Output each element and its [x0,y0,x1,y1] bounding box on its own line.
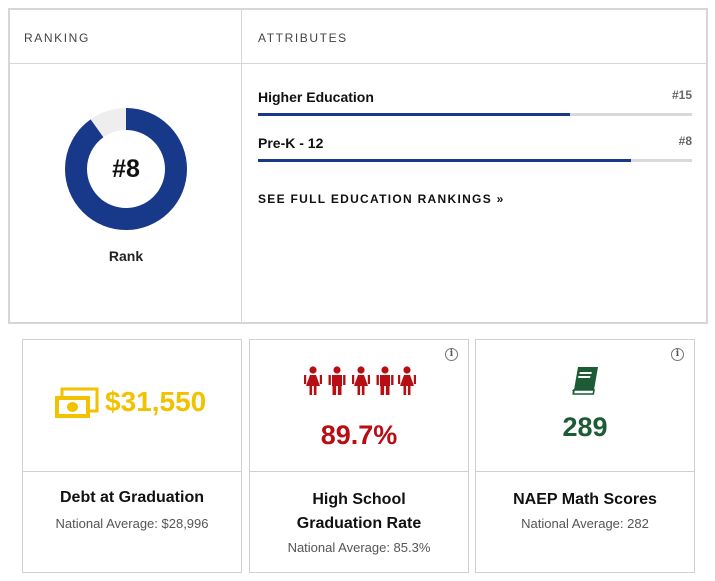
attribute-bar-track [258,159,692,162]
stat-subtitle: National Average: $28,996 [55,516,209,531]
attribute-row-higher-education: Higher Education #15 [258,88,692,119]
info-icon[interactable]: i [671,348,684,361]
ranking-attributes-panel: RANKING #8 Rank ATTRIBUTES Higher Educat… [8,8,708,324]
ranking-column: RANKING #8 Rank [10,10,242,322]
stat-card-top: i [250,340,468,472]
money-bill-icon [55,387,99,418]
stat-card-top: i 289 [476,340,694,472]
attribute-name: Higher Education [258,89,374,105]
attribute-rank: #15 [671,88,692,102]
donut-arc [65,108,187,230]
stat-title-line: NAEP Math Scores [513,491,657,508]
see-full-rankings-link[interactable]: SEE FULL EDUCATION RANKINGS » [258,192,505,206]
attribute-rank: #8 [678,134,692,148]
attribute-row-pre-k-12: Pre-K - 12 #8 [258,134,692,165]
stat-value: 89.7% [320,420,398,450]
attribute-bar-fill [258,113,571,116]
rank-donut: #8 [63,106,189,232]
attribute-bar-fill [258,159,632,162]
attribute-name: Pre-K - 12 [258,135,324,151]
rank-label: Rank [108,248,144,264]
stat-title: Debt at Graduation [23,486,241,510]
students-icon [304,366,416,395]
attributes-column: ATTRIBUTES Higher Education #15 Pre-K - … [242,10,706,322]
stat-subtitle: National Average: 85.3% [287,540,431,555]
stat-title-line: High School [312,491,406,508]
attribute-bar-track [258,113,692,116]
stat-value: $31,550 [105,386,207,417]
stat-title: NAEP Math Scores [476,488,694,512]
info-icon[interactable]: i [445,348,458,361]
stat-title-line: Debt at Graduation [59,489,204,506]
stat-title-line: Graduation Rate [296,515,422,532]
stat-title: High School Graduation Rate [250,488,468,536]
stat-card-graduation: i [249,339,469,573]
ranking-header: RANKING [10,10,241,64]
stat-card-naep: i 289 NAEP Math Scores National Average:… [475,339,695,573]
stat-card-debt: $31,550 Debt at Graduation National Aver… [22,339,242,573]
rank-donut-chart [65,108,187,230]
stat-subtitle: National Average: 282 [521,516,649,531]
stat-value: 289 [562,412,608,442]
attributes-header: ATTRIBUTES [242,10,706,64]
book-icon [572,367,598,395]
rank-value: #8 [112,155,140,183]
stat-card-top: $31,550 [23,340,241,472]
